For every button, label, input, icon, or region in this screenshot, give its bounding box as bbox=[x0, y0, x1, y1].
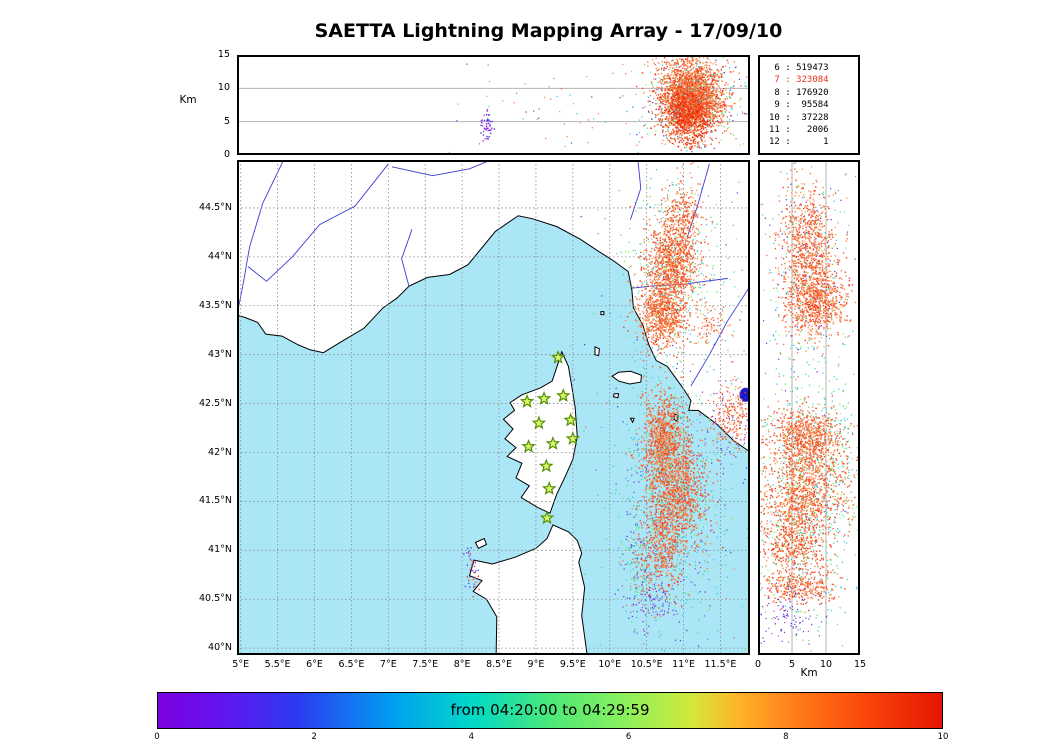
time-colorbar: from 04:20:00 to 04:29:59 bbox=[157, 692, 943, 729]
latitude-tick-label: 42°N bbox=[208, 446, 232, 458]
longitude-tick-label: 6.5°E bbox=[338, 659, 365, 670]
colorbar-tick-label: 10 bbox=[937, 732, 949, 742]
latitude-tick-label: 43.5°N bbox=[198, 299, 232, 311]
colorbar-tick-label: 4 bbox=[468, 732, 475, 742]
latitude-tick-label: 44.5°N bbox=[198, 201, 232, 213]
colorbar-time-range-label: from 04:20:00 to 04:29:59 bbox=[450, 701, 650, 719]
stats-row: 7 : 323084 bbox=[769, 75, 829, 86]
longitude-tick-label: 9.5°E bbox=[559, 659, 586, 670]
latitude-tick-label: 40.5°N bbox=[198, 593, 232, 605]
latitude-tick-label: 44°N bbox=[208, 250, 232, 262]
longitude-tick-label: 5.5°E bbox=[264, 659, 291, 670]
longitude-tick-label: 11°E bbox=[672, 659, 695, 670]
altitude-tick-label: 0 bbox=[223, 149, 230, 160]
altitude-tick-label: 10 bbox=[217, 82, 230, 94]
source-count-stats-panel: 6 : 519473 7 : 323084 8 : 176920 9 : 955… bbox=[758, 55, 860, 155]
latitude-tick-label: 41.5°N bbox=[198, 495, 232, 507]
colorbar-tick-label: 8 bbox=[783, 732, 789, 742]
stats-row: 10 : 37228 bbox=[769, 112, 829, 123]
latitude-tick-label: 40°N bbox=[208, 642, 232, 654]
longitude-tick-label: 6°E bbox=[306, 659, 323, 670]
latitude-tick-label: 41°N bbox=[208, 544, 232, 556]
altitude-tick-label: 10 bbox=[819, 659, 833, 670]
plot-title: SAETTA Lightning Mapping Array - 17/09/1… bbox=[314, 20, 783, 42]
altitude-tick-label: 5 bbox=[788, 659, 796, 670]
altitude-latitude-panel bbox=[758, 160, 860, 655]
map-panel bbox=[237, 160, 750, 655]
longitude-tick-label: 10°E bbox=[598, 659, 622, 670]
altitude-tick-label: 5 bbox=[223, 115, 230, 127]
altitude-axis-label: Km bbox=[179, 94, 197, 106]
colorbar-gradient bbox=[158, 693, 942, 728]
altitude-axis-label-bottom: Km bbox=[800, 667, 818, 679]
longitude-tick-label: 11.5°E bbox=[704, 659, 737, 670]
stats-row: 12 : 1 bbox=[769, 137, 829, 148]
altitude-time-panel bbox=[237, 55, 750, 155]
longitude-tick-label: 5°E bbox=[232, 659, 250, 670]
stats-row: 6 : 519473 bbox=[769, 63, 829, 73]
latitude-tick-label: 43°N bbox=[208, 348, 232, 360]
colorbar-tick-label: 2 bbox=[311, 732, 317, 742]
stats-row: 8 : 176920 bbox=[769, 87, 829, 98]
longitude-tick-label: 9°E bbox=[527, 659, 545, 670]
colorbar-tick-label: 6 bbox=[625, 732, 632, 742]
stats-row: 11 : 2006 bbox=[769, 125, 829, 136]
altitude-tick-label: 15 bbox=[217, 49, 230, 60]
latitude-tick-label: 42.5°N bbox=[198, 397, 232, 409]
longitude-tick-label: 7°E bbox=[379, 659, 397, 670]
longitude-tick-label: 10.5°E bbox=[630, 659, 663, 670]
longitude-tick-label: 8.5°E bbox=[486, 659, 512, 670]
longitude-tick-label: 7.5°E bbox=[412, 659, 439, 670]
altitude-tick-label: 0 bbox=[754, 659, 762, 670]
longitude-tick-label: 8°E bbox=[453, 659, 471, 670]
altitude-tick-label: 15 bbox=[853, 659, 867, 670]
colorbar-tick-label: 0 bbox=[154, 732, 160, 742]
stats-row: 9 : 95584 bbox=[769, 100, 829, 111]
